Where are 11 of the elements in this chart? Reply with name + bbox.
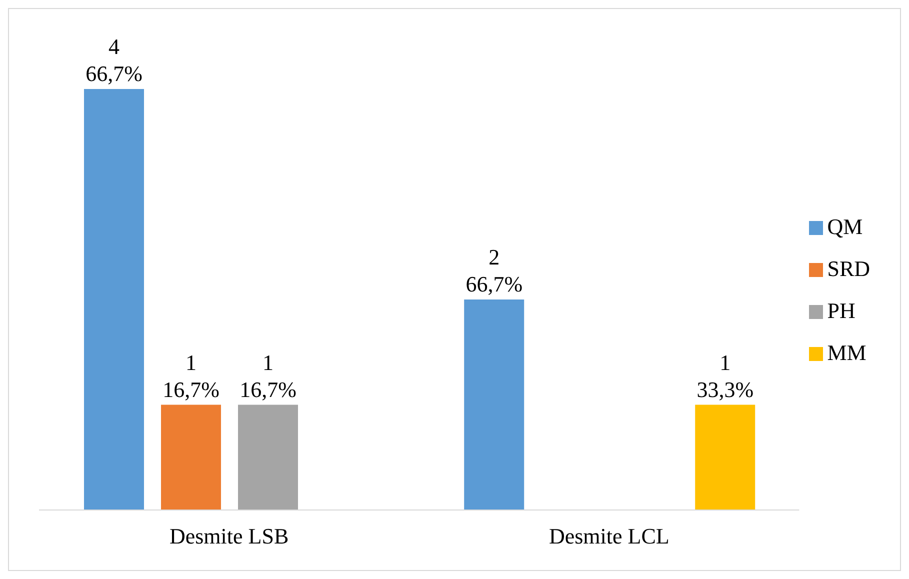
data-label: 4 66,7% — [86, 34, 142, 86]
x-tick-label: Desmite LCL — [548, 524, 670, 549]
data-label: 1 16,7% — [240, 350, 296, 402]
data-label: 1 33,3% — [696, 350, 754, 402]
data-label: 2 66,7% — [466, 244, 523, 296]
legend-label: QM — [827, 214, 863, 238]
data-label: 1 16,7% — [162, 350, 220, 402]
x-tick-label: Desmite LSB — [169, 524, 289, 549]
legend-label: PH — [827, 298, 856, 322]
legend-label: MM — [827, 340, 866, 364]
legend-label: SRD — [827, 256, 870, 280]
